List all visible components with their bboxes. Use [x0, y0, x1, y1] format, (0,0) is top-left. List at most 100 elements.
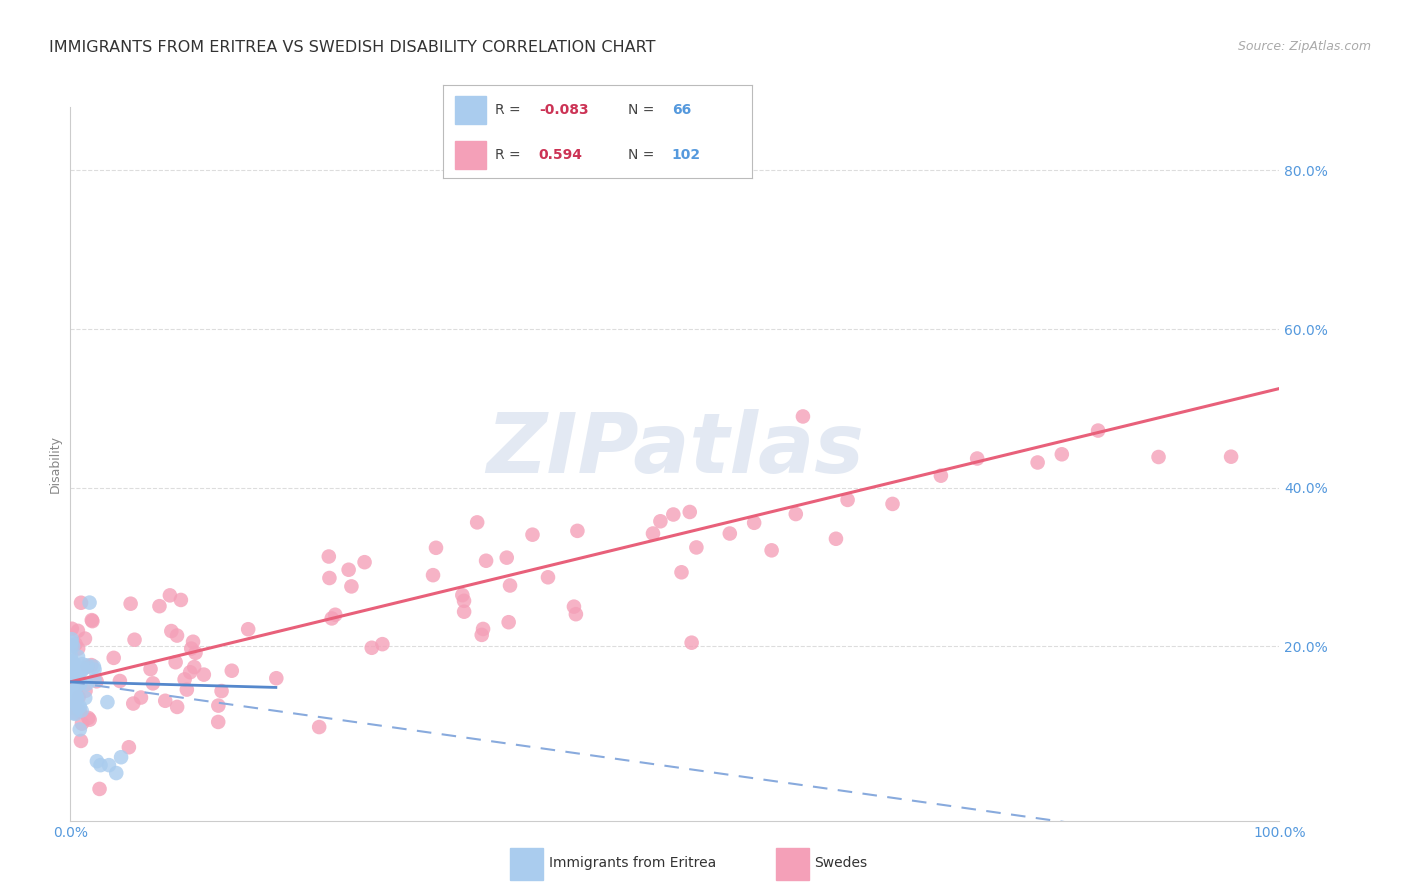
Point: [62, 698, 84, 713]
Point: [65, 667, 87, 681]
Point: [62, 678, 84, 692]
Point: [180, 641, 202, 656]
Point: [59, 648, 82, 663]
Point: [63, 688, 86, 702]
Point: [966, 451, 988, 466]
Point: [63, 678, 86, 692]
Point: [129, 690, 152, 705]
Y-axis label: Disability: Disability: [49, 434, 62, 493]
Point: [1050, 447, 1073, 461]
Text: ZIPatlas: ZIPatlas: [486, 409, 863, 490]
Point: [66, 675, 89, 690]
Point: [75, 683, 97, 698]
Text: R =: R =: [495, 148, 522, 162]
Point: [371, 637, 394, 651]
Point: [60, 693, 83, 707]
Point: [65, 660, 87, 674]
Point: [83, 673, 105, 687]
Point: [139, 662, 162, 676]
Point: [323, 607, 346, 622]
Point: [80, 613, 103, 627]
Point: [76, 659, 98, 673]
Point: [266, 671, 288, 685]
Point: [63, 676, 86, 690]
Point: [318, 571, 340, 585]
Point: [176, 682, 198, 697]
Point: [105, 766, 128, 780]
Point: [825, 532, 848, 546]
Point: [70, 664, 93, 678]
Text: R =: R =: [495, 103, 522, 117]
Point: [62, 639, 84, 653]
Point: [422, 568, 444, 582]
Point: [83, 659, 105, 673]
Point: [72, 657, 94, 672]
Point: [124, 632, 146, 647]
Text: N =: N =: [628, 148, 655, 162]
Point: [453, 605, 475, 619]
Point: [321, 611, 343, 625]
Point: [221, 664, 243, 678]
Point: [69, 705, 91, 719]
Bar: [456, 96, 486, 124]
Point: [837, 492, 859, 507]
Point: [337, 563, 360, 577]
Point: [184, 646, 207, 660]
Point: [67, 700, 90, 714]
Point: [1087, 424, 1109, 438]
Point: [173, 673, 195, 687]
Point: [98, 758, 121, 772]
Point: [70, 704, 93, 718]
Point: [73, 632, 96, 646]
Point: [159, 588, 181, 602]
Point: [103, 651, 125, 665]
Point: [89, 781, 111, 796]
Text: Swedes: Swedes: [814, 856, 868, 870]
Point: [353, 555, 375, 569]
Point: [148, 599, 170, 614]
Point: [63, 675, 86, 690]
Point: [70, 596, 93, 610]
Point: [207, 714, 229, 729]
Point: [472, 622, 495, 636]
Text: 102: 102: [672, 148, 702, 162]
Point: [72, 661, 94, 675]
Text: IMMIGRANTS FROM ERITREA VS SWEDISH DISABILITY CORRELATION CHART: IMMIGRANTS FROM ERITREA VS SWEDISH DISAB…: [49, 40, 655, 55]
Point: [69, 723, 91, 737]
Point: [70, 716, 93, 731]
Point: [79, 713, 101, 727]
Point: [60, 622, 83, 636]
Point: [471, 628, 494, 642]
Point: [155, 694, 177, 708]
Point: [60, 639, 83, 653]
Text: 66: 66: [672, 103, 690, 117]
Point: [76, 658, 98, 673]
Point: [1147, 450, 1170, 464]
Point: [80, 658, 103, 673]
Point: [340, 579, 363, 593]
Point: [685, 541, 707, 555]
Point: [453, 594, 475, 608]
Point: [238, 622, 260, 636]
Point: [86, 674, 108, 689]
Point: [207, 698, 229, 713]
Point: [69, 675, 91, 690]
Point: [425, 541, 447, 555]
Point: [360, 640, 382, 655]
Bar: [456, 141, 486, 169]
Point: [72, 662, 94, 676]
Point: [63, 676, 86, 690]
Point: [62, 664, 84, 678]
Point: [170, 593, 193, 607]
Point: [650, 514, 672, 528]
Point: [63, 657, 86, 672]
Point: [69, 677, 91, 691]
Point: [69, 677, 91, 691]
Point: [671, 566, 693, 580]
Point: [65, 687, 87, 701]
Point: [1026, 455, 1049, 469]
Point: [59, 671, 82, 685]
Point: [60, 635, 83, 649]
Point: [160, 624, 183, 638]
Point: [142, 676, 165, 690]
